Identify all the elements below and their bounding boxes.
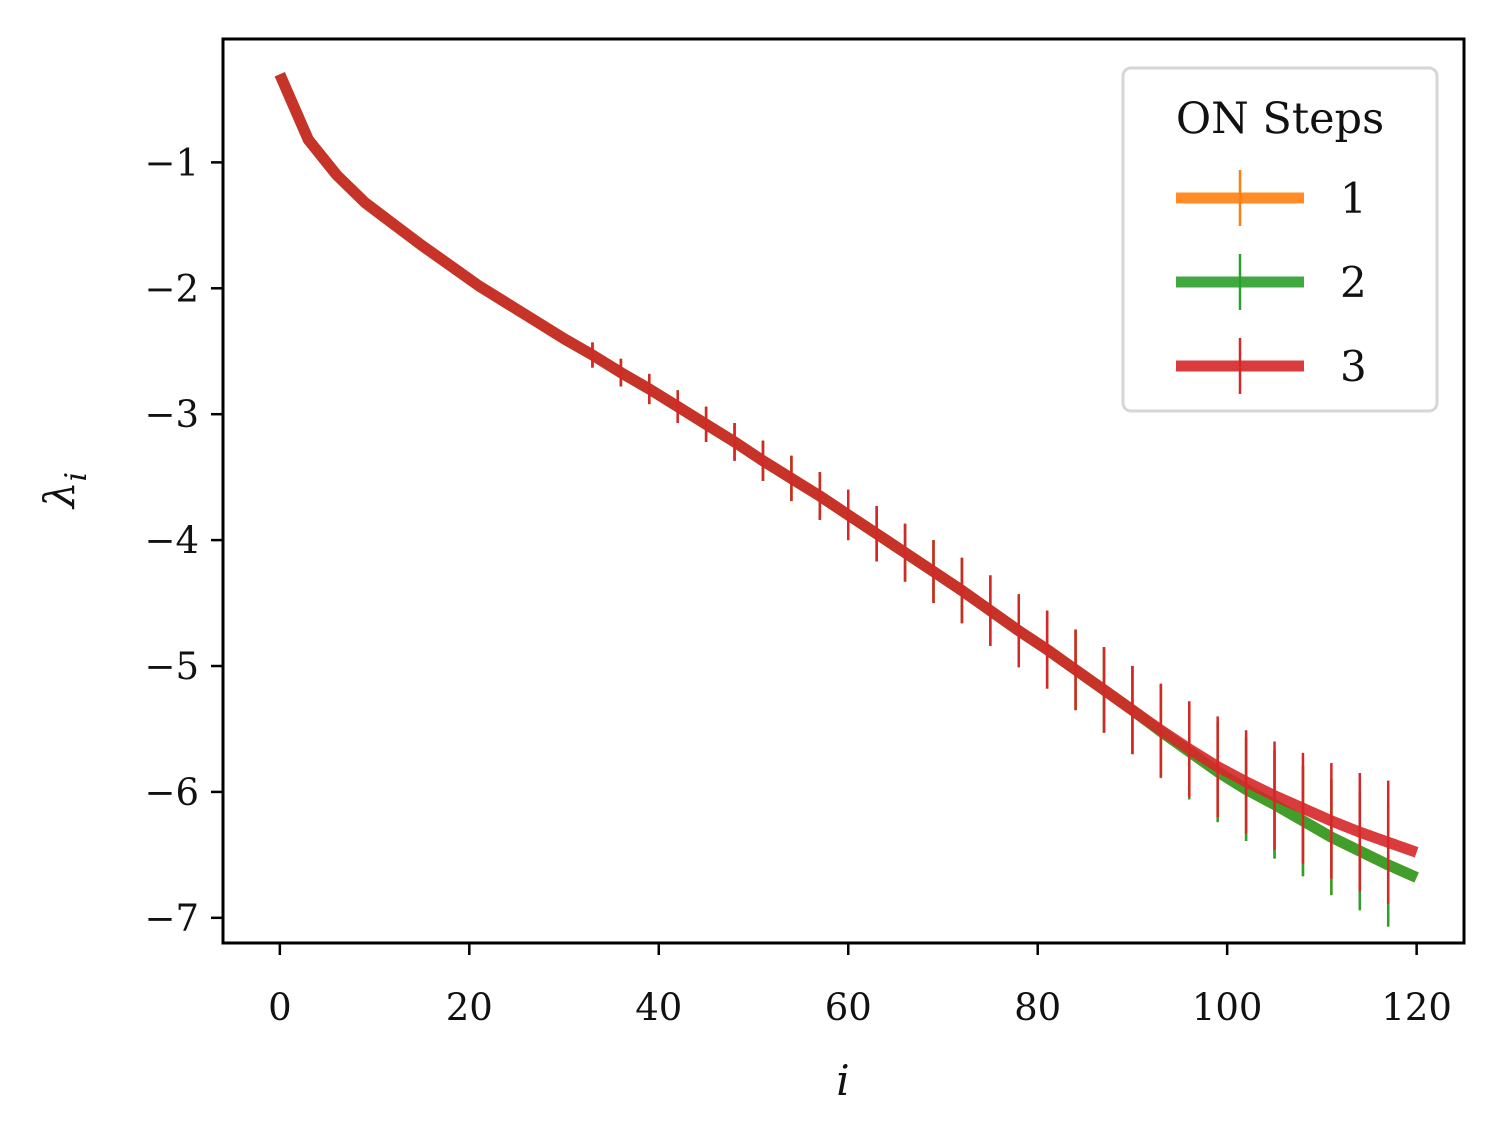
legend-label: 1 xyxy=(1340,174,1367,223)
x-tick-label: 120 xyxy=(1381,986,1452,1029)
legend: ON Steps 1 2 3 xyxy=(1121,66,1439,413)
x-tick-label: 0 xyxy=(268,986,292,1029)
series-layer xyxy=(274,72,1419,927)
x-axis-ticks: 0 20 40 60 80 100 120 xyxy=(268,943,1452,1029)
x-tick-label: 60 xyxy=(825,986,872,1029)
y-tick-label: −4 xyxy=(144,519,199,562)
legend-label: 2 xyxy=(1340,258,1367,307)
x-axis-label: i xyxy=(836,1056,849,1105)
y-tick-label: −2 xyxy=(144,267,199,310)
legend-entry-2: 2 xyxy=(1176,254,1367,310)
legend-entry-3: 3 xyxy=(1176,338,1367,394)
legend-entries: 1 2 3 xyxy=(1176,170,1367,394)
legend-title: ON Steps xyxy=(1176,94,1384,144)
series-line xyxy=(274,72,1419,858)
legend-box xyxy=(1121,66,1439,413)
y-tick-label: −6 xyxy=(144,771,199,814)
y-axis-ticks: −1 −2 −3 −4 −5 −6 −7 xyxy=(144,141,223,940)
y-tick-label: −3 xyxy=(144,393,199,436)
legend-entry-1: 1 xyxy=(1176,170,1367,226)
x-tick-label: 40 xyxy=(635,986,682,1029)
y-axis-label-subscript: i xyxy=(59,472,94,482)
y-axis-label-main: λ xyxy=(35,481,84,510)
x-tick-label: 20 xyxy=(446,986,493,1029)
x-tick-label: 100 xyxy=(1192,986,1263,1029)
y-axis-label: λi xyxy=(35,472,94,510)
plot-frame xyxy=(221,37,1466,945)
x-tick-label: 80 xyxy=(1014,986,1061,1029)
series-3 xyxy=(274,72,1419,904)
legend-label: 3 xyxy=(1340,342,1367,391)
y-tick-label: −1 xyxy=(144,141,199,184)
y-tick-label: −5 xyxy=(144,645,199,688)
svg-text:λi: λi xyxy=(35,472,94,510)
y-tick-label: −7 xyxy=(144,897,199,940)
